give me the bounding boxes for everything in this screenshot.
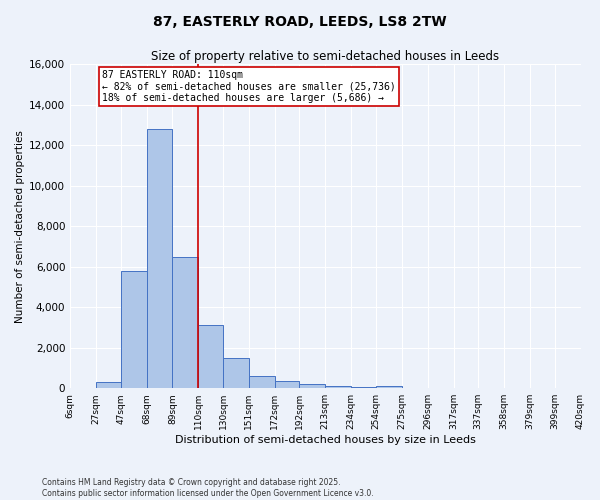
Text: 87, EASTERLY ROAD, LEEDS, LS8 2TW: 87, EASTERLY ROAD, LEEDS, LS8 2TW (153, 15, 447, 29)
Bar (199, 326, 223, 388)
Bar (275, 381, 299, 388)
Bar (223, 358, 249, 388)
X-axis label: Distribution of semi-detached houses by size in Leeds: Distribution of semi-detached houses by … (175, 435, 476, 445)
Text: 87 EASTERLY ROAD: 110sqm
← 82% of semi-detached houses are smaller (25,736)
18% : 87 EASTERLY ROAD: 110sqm ← 82% of semi-d… (102, 70, 396, 103)
Bar (121, 270, 146, 388)
Bar (376, 386, 402, 388)
Bar (146, 129, 172, 388)
Text: Contains HM Land Registry data © Crown copyright and database right 2025.
Contai: Contains HM Land Registry data © Crown c… (42, 478, 374, 498)
Bar (249, 376, 275, 388)
Bar (351, 387, 376, 388)
Bar (172, 256, 199, 388)
Bar (299, 384, 325, 388)
Y-axis label: Number of semi-detached properties: Number of semi-detached properties (15, 130, 25, 322)
Title: Size of property relative to semi-detached houses in Leeds: Size of property relative to semi-detach… (151, 50, 499, 63)
Bar (96, 382, 121, 388)
Bar (325, 386, 351, 388)
